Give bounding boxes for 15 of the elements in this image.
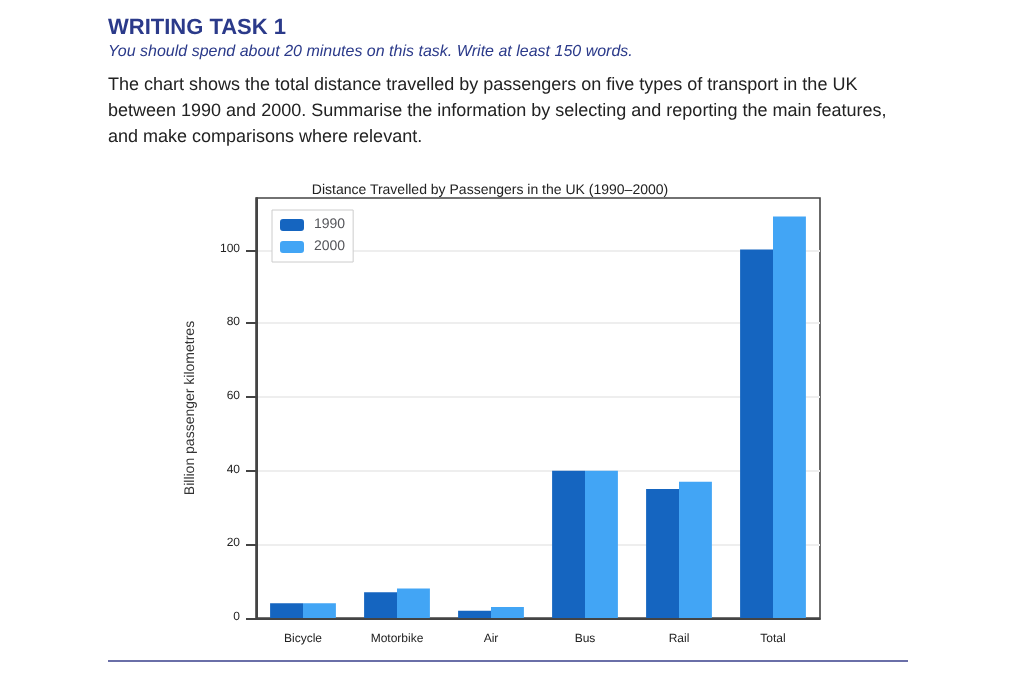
bar	[552, 470, 585, 618]
text: You should spend about 20 minutes on this task. Write at least 150 words.	[108, 42, 635, 60]
bar	[303, 603, 336, 618]
bar	[740, 249, 773, 618]
bar	[458, 610, 491, 618]
bar	[679, 481, 712, 618]
bar	[585, 470, 618, 618]
bar	[270, 603, 303, 618]
bar	[646, 489, 679, 618]
bar	[397, 588, 430, 618]
text: WRITING TASK 1	[108, 16, 289, 40]
bar	[364, 592, 397, 618]
bar	[491, 606, 524, 618]
text: The chart shows the total distance travelled by passengers on five types of transport in the UK between 1990 and 2000. Summarise the information by selecting and reporting the main features, and make comparisons where relevant.	[108, 72, 889, 150]
bar	[773, 216, 806, 618]
